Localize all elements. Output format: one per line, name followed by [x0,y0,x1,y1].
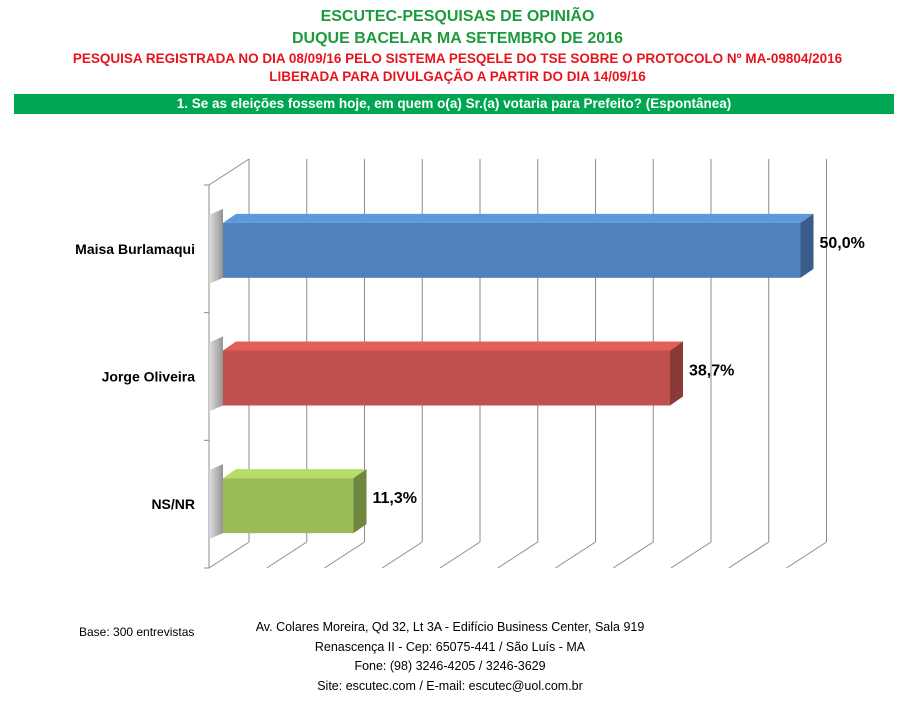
bar [223,222,801,278]
chart-labels: 50,0% Maisa Burlamaqui 38,7% Jorge Oliveira… [75,235,865,512]
release-notice: LIBERADA PARA DIVULGAÇÃO A PARTIR DO DIA… [269,69,646,84]
bar-top [223,213,814,223]
registration-notice: PESQUISA REGISTRADA NO DIA 08/09/16 PELO… [72,51,843,66]
gridline-floor [497,541,539,569]
gridline-floor [324,541,365,569]
address-line-2: Renascença II - Cep: 65075-441 / São Luí… [314,640,586,654]
gridline-floor [381,541,423,569]
axis-left-top [208,158,250,186]
gridline-floor [555,541,596,569]
category-label: Maisa Burlamaqui [75,241,195,257]
value-label: 50,0% [820,235,865,252]
bar-side [800,213,814,278]
gridline-floor [612,541,654,569]
bar [223,478,354,534]
address-line-1: Av. Colares Moreira, Qd 32, Lt 3A - Edif… [255,620,645,634]
bar-top [223,341,683,351]
phone-line: Fone: (98) 3246-4205 / 3246-3629 [354,659,546,673]
sample-base: Base: 300 entrevistas [79,625,195,639]
value-label: 11,3% [373,490,417,507]
question-text: 1. Se as eleições fossem hoje, em quem o… [176,96,732,111]
gridline-floor [728,541,770,569]
category-label: NS/NR [151,496,195,512]
gridline-floor [208,541,250,569]
bar [223,350,670,406]
bar-side [669,341,683,406]
gridline-floor [266,541,308,569]
contact-line: Site: escutec.com / E-mail: escutec@uol.… [317,679,583,693]
bar-shadow [209,464,223,540]
category-label: Jorge Oliveira [102,369,196,385]
chart-bars [209,208,814,540]
question-banner: 1. Se as eleições fossem hoje, em quem o… [14,94,894,114]
bar-top [223,469,367,479]
bar-side [353,469,367,534]
value-label: 38,7% [689,363,734,380]
gridline-floor [786,541,827,569]
pollster-title: ESCUTEC-PESQUISAS DE OPINIÃO [320,8,595,25]
gridline-floor [670,541,712,569]
gridline-floor [439,541,481,569]
bar-shadow [209,208,223,284]
survey-title: DUQUE BACELAR MA SETEMBRO DE 2016 [291,30,623,47]
bar-shadow [209,336,223,412]
